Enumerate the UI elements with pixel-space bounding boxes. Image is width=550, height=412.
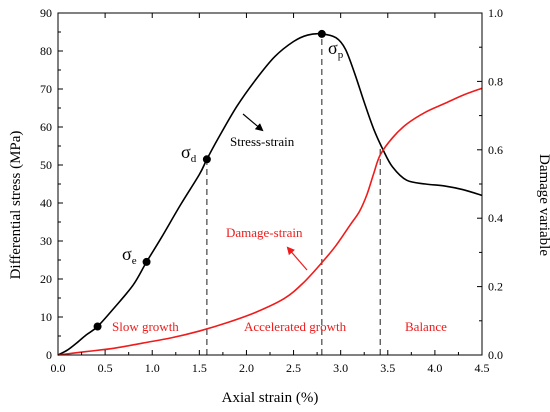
x-tick-label: 2.5 [286, 361, 301, 375]
annotation-accelerated-growth: Accelerated growth [244, 319, 347, 334]
series-damage-strain [57, 87, 483, 356]
y-tick-label: 20 [40, 272, 52, 286]
x-tick-label: 0.0 [51, 361, 66, 375]
x-tick-label: 0.5 [98, 361, 113, 375]
data-point [93, 322, 102, 331]
y-tick-label: 40 [40, 196, 52, 210]
y2-tick-label: 0.4 [488, 211, 503, 225]
points-layer [93, 29, 326, 331]
y-tick-label: 70 [40, 82, 52, 96]
y-axis-title: Differential stress (MPa) [8, 131, 24, 280]
x-tick-label: 2.0 [239, 361, 254, 375]
label-sigma-p: σp [328, 38, 344, 61]
plot-frame [57, 12, 483, 356]
y-tick-label: 60 [40, 120, 52, 134]
y-tick-label: 90 [40, 6, 52, 20]
y-tick-label: 30 [40, 234, 52, 248]
arrow-damage-strain [286, 246, 308, 271]
y-tick-label: 50 [40, 158, 52, 172]
y-tick-label: 0 [46, 348, 52, 362]
dashed-lines [206, 35, 381, 355]
data-point [317, 29, 326, 38]
x-axis-title: Axial strain (%) [222, 390, 319, 406]
y2-tick-label: 0.8 [488, 74, 503, 88]
axes-layer: 0.0 0.5 1.0 1.5 2.0 2.5 3.0 3.5 4.0 4.5 0 10 20 30 40 5… [40, 6, 503, 375]
y2-tick-label: 0.2 [488, 280, 503, 294]
x-tick-label: 1.5 [192, 361, 207, 375]
label-sigma-e: σe [122, 244, 137, 267]
x-tick-label: 4.5 [475, 361, 490, 375]
y2-axis-title: Damage variable [536, 154, 550, 256]
x-tick-label: 4.0 [427, 361, 442, 375]
y2-tick-label: 1.0 [488, 6, 503, 20]
arrow-stress-strain [242, 113, 264, 132]
annotation-balance: Balance [405, 319, 447, 334]
annotation-stress-strain: Stress-strain [230, 134, 295, 149]
data-point [202, 155, 211, 164]
series-stress-strain [57, 32, 483, 356]
annotation-damage-strain: Damage-strain [226, 225, 303, 240]
y-tick-label: 80 [40, 44, 52, 58]
data-point [142, 257, 151, 266]
series-layer [57, 32, 483, 356]
y-tick-label: 10 [40, 310, 52, 324]
y2-tick-label: 0.6 [488, 143, 503, 157]
x-tick-label: 3.5 [380, 361, 395, 375]
annotation-slow-growth: Slow growth [112, 319, 179, 334]
label-sigma-d: σd [181, 142, 197, 165]
x-tick-label: 3.0 [333, 361, 348, 375]
y2-tick-label: 0.0 [488, 348, 503, 362]
x-tick-label: 1.0 [145, 361, 160, 375]
